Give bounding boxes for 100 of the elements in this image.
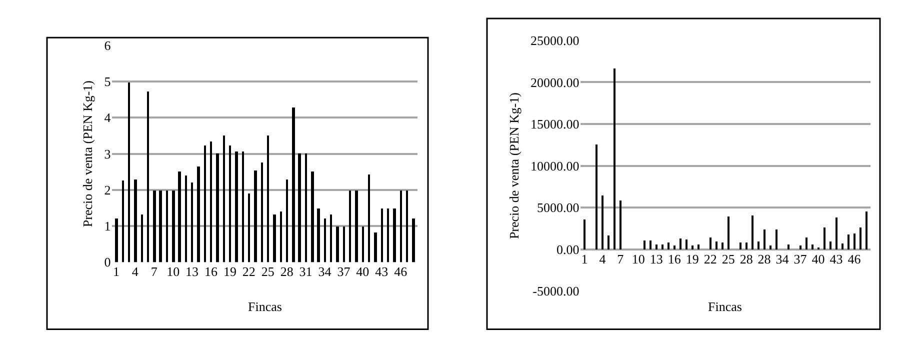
bar — [234, 151, 238, 262]
bar — [254, 170, 257, 262]
bar — [304, 153, 307, 262]
bar — [859, 227, 862, 250]
x-tick-label: 25 — [261, 264, 274, 280]
x-axis-title: Fincas — [708, 299, 742, 314]
y-axis-title: Precio de venta (PEN Kg-1) — [80, 80, 96, 228]
bar — [835, 217, 838, 250]
bar — [374, 232, 377, 262]
y-tick-label: 0 — [104, 254, 111, 270]
x-tick-label: 37 — [337, 264, 351, 280]
bar — [613, 68, 616, 250]
bar — [172, 190, 175, 262]
x-tick-label: 10 — [166, 264, 180, 280]
bar — [865, 211, 868, 250]
bar — [324, 218, 326, 262]
bar — [841, 243, 844, 250]
y-tick-label: 5000.00 — [537, 200, 580, 216]
bar — [336, 226, 339, 262]
bar — [643, 240, 646, 250]
y-tick-label: 5 — [104, 74, 111, 90]
bar — [649, 240, 652, 250]
bar — [583, 219, 586, 250]
bar — [697, 244, 700, 250]
x-tick-label: 40 — [812, 251, 825, 266]
bar — [769, 245, 772, 250]
bar — [228, 145, 231, 262]
x-tick-label: 22 — [704, 251, 717, 266]
x-tick-label: 7 — [617, 251, 624, 266]
bar — [178, 171, 181, 262]
bar — [158, 190, 162, 262]
x-tick-label: 19 — [686, 251, 699, 266]
bar — [272, 214, 276, 262]
bar — [298, 153, 301, 262]
x-tick-label: 16 — [668, 251, 682, 266]
bar — [286, 179, 288, 262]
bar — [412, 218, 415, 262]
bar — [721, 242, 724, 250]
bar — [386, 208, 389, 262]
x-tick-label: 16 — [204, 264, 218, 280]
x-tick-label: 4 — [599, 251, 606, 266]
bar — [853, 233, 856, 250]
x-tick-label: 46 — [848, 251, 862, 266]
bar — [266, 135, 269, 262]
bar — [727, 216, 730, 250]
bar — [196, 166, 200, 262]
x-tick-label: 34 — [776, 251, 790, 266]
x-tick-label: 46 — [394, 264, 408, 280]
bar — [248, 193, 250, 262]
bar — [661, 244, 664, 250]
bar — [260, 162, 263, 262]
bar — [745, 242, 748, 250]
x-tick-label: 13 — [650, 251, 663, 266]
y-tick-label: 6 — [104, 38, 112, 53]
bar — [310, 171, 314, 262]
bar — [210, 141, 212, 262]
bar — [823, 227, 826, 250]
bar — [354, 190, 358, 262]
x-tick-label: 28 — [740, 251, 753, 266]
bar — [152, 190, 156, 262]
y-axis-title: Precio de venta (PEN Kg-1) — [506, 92, 522, 240]
x-tick-label: 40 — [356, 264, 370, 280]
bar — [134, 179, 137, 262]
bar — [799, 245, 802, 250]
y-tick-label: 0.00 — [556, 242, 580, 257]
bar — [685, 239, 688, 250]
x-tick-label: 43 — [830, 251, 843, 266]
bar — [679, 238, 682, 250]
bar — [292, 107, 295, 262]
y-tick-label: 3 — [104, 146, 111, 162]
bar — [114, 218, 118, 262]
x-tick-label: 13 — [186, 264, 199, 280]
bar — [242, 151, 244, 262]
y-tick-label: -5000.00 — [532, 284, 580, 299]
bar — [775, 229, 778, 250]
bar — [709, 237, 712, 250]
bar — [715, 241, 718, 250]
bar — [222, 135, 225, 262]
x-tick-label: 43 — [375, 264, 388, 280]
bar — [184, 175, 187, 262]
x-tick-label: 34 — [318, 264, 332, 280]
y-tick-label: 1 — [104, 218, 111, 234]
bar — [128, 82, 130, 262]
bar — [166, 190, 168, 262]
y-tick-label: 10000.00 — [530, 158, 580, 174]
y-tick-label: 20000.00 — [530, 74, 580, 90]
x-tick-label: 4 — [132, 264, 139, 280]
bar — [406, 190, 408, 262]
x-tick-label: 22 — [242, 264, 256, 280]
y-tick-label: 2 — [104, 182, 111, 198]
x-tick-label: 31 — [299, 264, 312, 280]
x-tick-label: 7 — [150, 264, 158, 280]
bar — [805, 237, 808, 250]
bar — [739, 242, 742, 250]
x-tick-label: 19 — [223, 264, 236, 280]
bar — [204, 145, 206, 262]
bar — [342, 226, 345, 262]
y-tick-label: 25000.00 — [530, 33, 580, 48]
bar — [190, 182, 193, 262]
bar — [140, 214, 143, 262]
